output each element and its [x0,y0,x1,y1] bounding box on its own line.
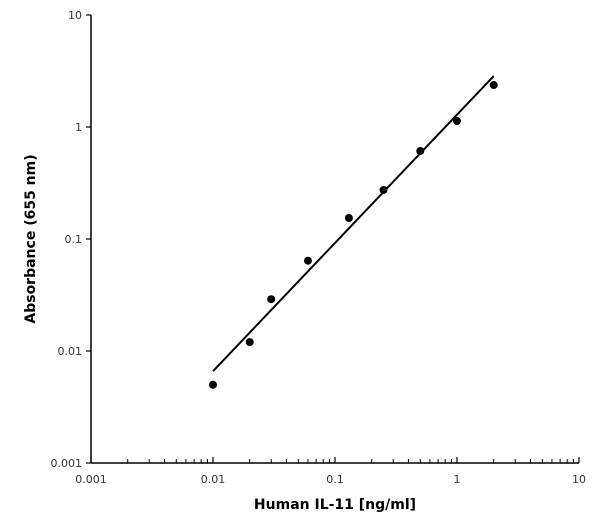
x-tick-label: 0.001 [75,473,107,486]
y-tick-label: 10 [68,9,82,22]
plot-area [209,75,498,389]
data-point [267,295,276,304]
y-tick-label: 0.001 [51,457,83,470]
y-tick-label: 1 [75,121,82,134]
y-tick-label: 0.1 [65,233,83,246]
data-point [379,185,388,194]
y-tick-label: 0.01 [58,345,83,358]
axes: 0.001 0.01 0.1 1 10 0.001 0.01 0.1 1 10 [51,9,587,486]
data-point [209,380,217,389]
data-point [489,81,498,90]
data-point [303,256,312,265]
x-tick-label: 1 [454,473,461,486]
data-point [453,117,461,126]
x-tick-label: 0.1 [326,473,344,486]
x-tick-label: 10 [572,473,586,486]
y-axis-title: Absorbance (655 nm) [23,154,39,323]
data-point [416,147,425,156]
data-point [344,213,353,222]
x-axis-title: Human IL-11 [ng/ml] [254,497,416,513]
data-point [245,338,254,347]
fit-line [212,75,495,372]
x-tick-label: 0.01 [201,473,226,486]
